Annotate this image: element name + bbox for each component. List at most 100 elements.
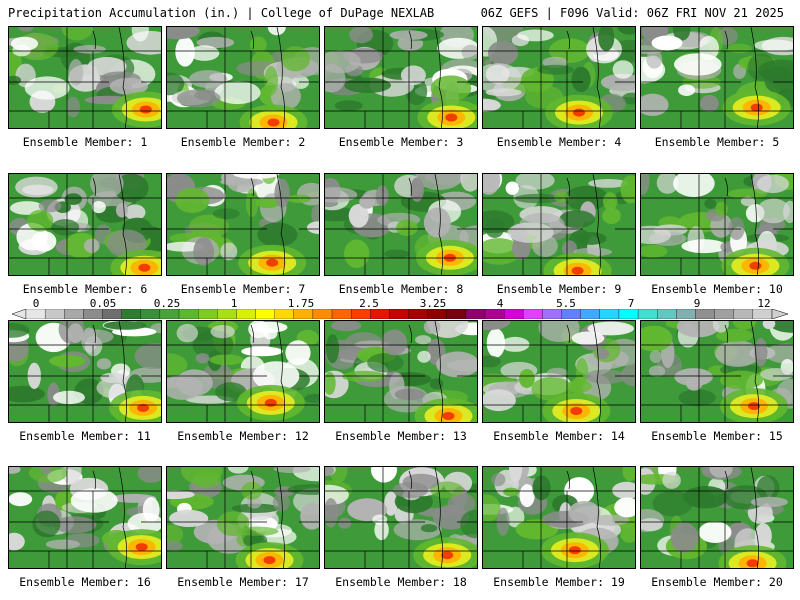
precip-map: [483, 27, 635, 128]
colorbar-segment: [64, 309, 84, 319]
colorbar-tick-label: 7: [627, 297, 635, 310]
colorbar-segment: [370, 309, 390, 319]
ensemble-member-label: Ensemble Member: 4: [496, 135, 622, 149]
ensemble-member-panel: [482, 466, 636, 569]
ensemble-member-label: Ensemble Member: 6: [22, 282, 148, 296]
colorbar-segment: [561, 309, 581, 319]
colorbar-segment: [25, 309, 46, 319]
precip-map: [483, 174, 635, 275]
colorbar-tick-label: 5.5: [556, 297, 576, 310]
ensemble-member-panel: [8, 26, 162, 129]
ensemble-member-panel: [640, 173, 794, 276]
ensemble-member-panel: [324, 466, 478, 569]
ensemble-member-panel: [8, 320, 162, 423]
ensemble-member-panel: [166, 320, 320, 423]
precip-map: [167, 321, 319, 422]
precip-map: [9, 174, 161, 275]
colorbar-segment: [408, 309, 428, 319]
colorbar-segment: [657, 309, 677, 319]
precip-map: [483, 321, 635, 422]
precip-map: [9, 27, 161, 128]
ensemble-member-label: Ensemble Member: 12: [177, 429, 309, 443]
colorbar-segment: [121, 309, 141, 319]
ensemble-member-label: Ensemble Member: 2: [180, 135, 306, 149]
map-title: Precipitation Accumulation (in.) | Colle…: [8, 6, 435, 20]
precip-map: [641, 467, 793, 568]
colorbar-segment: [733, 309, 754, 319]
ensemble-member-panel: [324, 173, 478, 276]
colorbar-tick-label: 1: [230, 297, 238, 310]
precip-map: [325, 467, 477, 568]
colorbar-tick-label: 9: [693, 297, 701, 310]
ensemble-member-label: Ensemble Member: 16: [19, 575, 151, 589]
precip-map: [641, 174, 793, 275]
ensemble-member-label: Ensemble Member: 13: [335, 429, 467, 443]
ensemble-member-panel: [8, 173, 162, 276]
colorbar-segment: [159, 309, 180, 319]
precip-map: [167, 467, 319, 568]
colorbar-tick-label: 0: [32, 297, 40, 310]
colorbar-left-arrow: [12, 309, 27, 319]
precip-map: [9, 467, 161, 568]
colorbar-segment: [102, 309, 122, 319]
colorbar-segment: [523, 309, 543, 319]
colorbar-segment: [714, 309, 734, 319]
precip-map: [641, 27, 793, 128]
colorbar-segment: [599, 309, 620, 319]
ensemble-member-panel: [166, 173, 320, 276]
ensemble-member-label: Ensemble Member: 1: [22, 135, 148, 149]
colorbar-scale: [12, 309, 788, 319]
ensemble-member-label: Ensemble Member: 7: [180, 282, 306, 296]
ensemble-member-label: Ensemble Member: 20: [651, 575, 783, 589]
colorbar-segment: [312, 309, 333, 319]
colorbar-segment: [446, 309, 467, 319]
precip-map: [641, 321, 793, 422]
ensemble-member-panel: [166, 466, 320, 569]
colorbar-segment: [580, 309, 600, 319]
colorbar-segment: [178, 309, 199, 319]
precip-map: [325, 321, 477, 422]
colorbar-segment: [542, 309, 562, 319]
ensemble-member-label: Ensemble Member: 8: [338, 282, 464, 296]
colorbar-segment: [217, 309, 237, 319]
colorbar-tick-label: 0.05: [89, 297, 117, 310]
ensemble-member-label: Ensemble Member: 11: [19, 429, 151, 443]
colorbar-segment: [389, 309, 409, 319]
colorbar-tick-label: 1.75: [287, 297, 315, 310]
precip-map: [9, 321, 161, 422]
ensemble-member-panel: [640, 26, 794, 129]
precip-map: [167, 27, 319, 128]
ensemble-member-label: Ensemble Member: 19: [493, 575, 625, 589]
colorbar-segment: [695, 309, 715, 319]
ensemble-member-panel: [640, 466, 794, 569]
colorbar-segment: [676, 309, 696, 319]
colorbar-segment: [236, 309, 256, 319]
ensemble-member-label: Ensemble Member: 14: [493, 429, 625, 443]
colorbar-tick-label: 2.5: [359, 297, 379, 310]
colorbar-segment: [293, 309, 314, 319]
colorbar-segment: [274, 309, 294, 319]
precip-map: [325, 27, 477, 128]
model-run-info: 06Z GEFS | F096 Valid: 06Z FRI NOV 21 20…: [480, 6, 784, 20]
ensemble-member-label: Ensemble Member: 17: [177, 575, 309, 589]
colorbar-segment: [83, 309, 103, 319]
ensemble-member-panel: [482, 173, 636, 276]
colorbar-segment: [255, 309, 275, 319]
colorbar-segment: [752, 309, 773, 319]
colorbar-tick-label: 12: [757, 297, 771, 310]
colorbar-segment: [44, 309, 65, 319]
ensemble-member-panel: [166, 26, 320, 129]
colorbar-segment: [618, 309, 639, 319]
ensemble-member-panel: [640, 320, 794, 423]
colorbar-segment: [637, 309, 658, 319]
colorbar-segment: [331, 309, 352, 319]
ensemble-member-panel: [324, 320, 478, 423]
colorbar-segment: [427, 309, 447, 319]
colorbar-segment: [351, 309, 371, 319]
colorbar: 0 0.05 0.25 1 1.75 2.5 3.25 4 5.5 7 9 12: [12, 297, 788, 321]
colorbar-segment: [197, 309, 218, 319]
ensemble-member-label: Ensemble Member: 5: [654, 135, 780, 149]
colorbar-segment: [465, 309, 486, 319]
colorbar-tick-label: 3.25: [419, 297, 447, 310]
precip-map: [325, 174, 477, 275]
